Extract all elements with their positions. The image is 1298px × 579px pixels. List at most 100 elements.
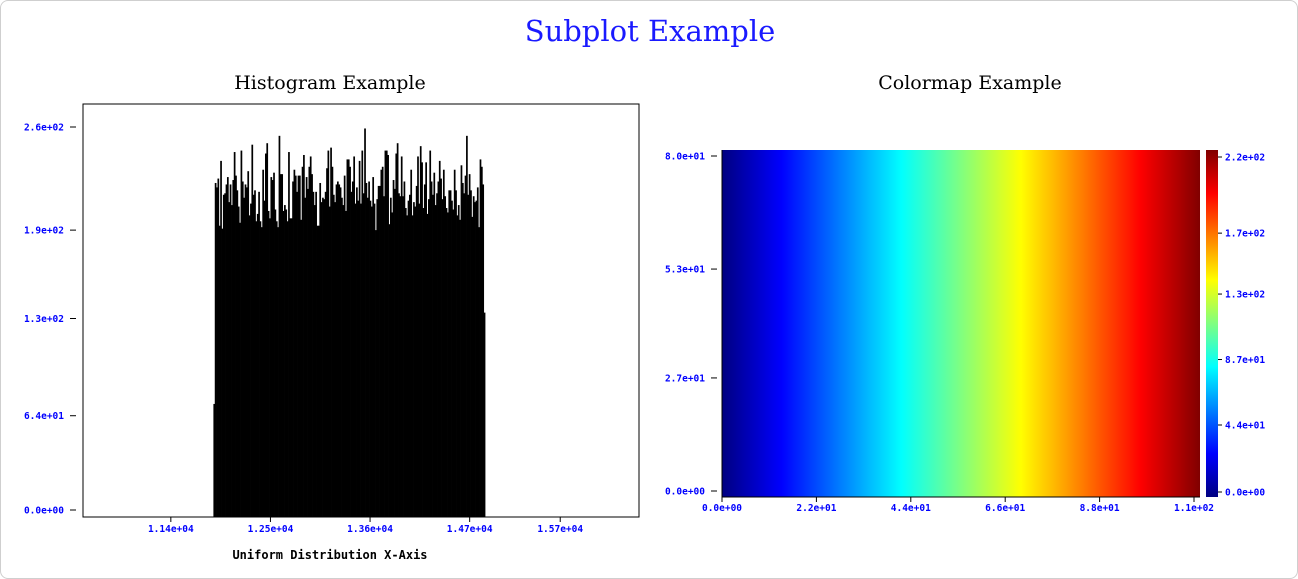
histogram-bar	[415, 185, 418, 518]
histogram-bar	[244, 184, 247, 517]
histogram-bar	[313, 205, 316, 517]
histogram-panel: Histogram Example 1.14e+04 1.25e+04 1.36e+…	[24, 72, 640, 562]
histogram-bar	[292, 181, 294, 517]
histogram-bar	[335, 184, 338, 517]
histogram-bar	[442, 169, 445, 517]
histogram-bar	[235, 175, 237, 518]
histogram-bar	[278, 135, 281, 517]
histogram-x-axis-label: Uniform Distribution X-Axis	[232, 548, 427, 562]
histogram-bar	[250, 203, 252, 517]
histogram-bar	[228, 202, 231, 517]
histogram-plot-frame	[82, 103, 640, 518]
histogram-bar	[388, 224, 391, 517]
histogram-bar	[317, 225, 320, 517]
histogram-bar	[247, 171, 250, 517]
histogram-bar	[413, 202, 415, 517]
histogram-bar	[301, 166, 304, 517]
histogram-bar	[398, 193, 400, 518]
histogram-bar	[351, 181, 354, 517]
histogram-bar	[277, 227, 279, 518]
histogram-bar	[402, 196, 404, 518]
histogram-bar	[408, 194, 411, 517]
histogram-bar	[240, 150, 243, 517]
histogram-bar	[380, 169, 383, 517]
colormap-x-tick-label: 6.6e+01	[985, 503, 1025, 514]
histogram-bar	[429, 150, 432, 517]
histogram-bar	[434, 205, 437, 517]
histogram-bar	[464, 175, 467, 518]
histogram-bar	[400, 156, 403, 517]
histogram-bar	[309, 156, 312, 517]
histogram-bar	[396, 143, 399, 517]
histogram-bar	[455, 190, 457, 517]
histogram-bar	[399, 196, 402, 518]
histogram-bar	[296, 191, 298, 517]
histogram-bar	[252, 194, 255, 517]
histogram-bar	[341, 197, 343, 517]
histogram-bar	[246, 187, 248, 517]
histogram-bar	[222, 194, 225, 517]
histogram-bar	[472, 196, 475, 518]
colormap-panel: Colormap Example 0.0e+00 2.2e+01 4.4e+01 6.…	[665, 72, 1265, 514]
histogram-x-tick-label: 1.36e+04	[347, 524, 393, 535]
histogram-bar	[225, 184, 228, 517]
histogram-bar	[377, 185, 380, 518]
histogram-bar	[251, 144, 254, 517]
histogram-bar	[254, 190, 256, 517]
histogram-bar	[260, 227, 263, 518]
histogram-bar	[279, 174, 282, 517]
colorbar-tick-label: 2.2e+02	[1225, 153, 1265, 164]
colormap-x-ticks: 0.0e+00 2.2e+01 4.4e+01 6.6e+01 8.8e+01 1.1e+…	[702, 497, 1214, 514]
histogram-bar	[467, 194, 470, 517]
histogram-bar	[263, 200, 266, 517]
histogram-bar	[320, 202, 323, 517]
histogram-bar	[312, 191, 315, 517]
histogram-bar	[328, 206, 331, 518]
histogram-x-tick-label: 1.47e+04	[447, 524, 493, 535]
histogram-bar	[349, 166, 351, 517]
histogram-bar	[356, 187, 358, 517]
colormap-x-tick-label: 8.8e+01	[1080, 503, 1120, 514]
histogram-bar	[347, 159, 350, 517]
histogram-bar	[316, 225, 319, 517]
histogram-bar	[482, 184, 485, 517]
histogram-bar	[411, 215, 414, 517]
histogram-bar	[372, 177, 375, 517]
histogram-bar	[389, 197, 392, 517]
histogram-bar	[248, 215, 251, 517]
histogram-bar	[330, 147, 332, 517]
histogram-bar	[323, 199, 326, 517]
histogram-bar	[345, 210, 347, 517]
histogram-bar	[387, 154, 389, 518]
histogram-bar	[275, 221, 278, 517]
histogram-bar	[319, 182, 322, 518]
histogram-bar	[459, 219, 461, 518]
histogram-bar	[226, 177, 229, 517]
colormap-y-tick-label: 0.0e+00	[665, 487, 705, 498]
histogram-y-ticks: 0.0e+00 6.4e+01 1.3e+02 1.9e+02 2.6e+02	[24, 123, 76, 517]
histogram-bar	[282, 210, 285, 517]
histogram-bar	[452, 209, 455, 518]
colormap-y-tick-label: 2.7e+01	[665, 373, 705, 384]
histogram-bar	[403, 181, 406, 517]
histogram-bar	[358, 160, 361, 517]
histogram-bar	[441, 199, 444, 517]
histogram-bar	[346, 159, 349, 517]
histogram-y-tick-label: 0.0e+00	[24, 506, 64, 517]
figure-title: Subplot Example	[525, 14, 776, 48]
histogram-bar	[224, 193, 226, 518]
histogram-bar	[391, 212, 394, 517]
histogram-bar	[444, 196, 447, 518]
histogram-bar	[303, 154, 305, 518]
colorbar-tick-label: 1.7e+02	[1225, 229, 1265, 240]
histogram-bar	[385, 150, 388, 517]
histogram-bar	[381, 166, 384, 517]
histogram-bar	[425, 162, 427, 517]
histogram-bar	[475, 200, 478, 517]
histogram-bar	[233, 152, 236, 518]
histogram-bar	[365, 182, 368, 518]
histogram-x-ticks: 1.14e+04 1.25e+04 1.36e+04 1.47e+04 1.57e+04	[148, 517, 583, 535]
histogram-bar	[217, 178, 220, 517]
histogram-bar	[289, 218, 292, 517]
histogram-bar	[239, 222, 241, 517]
